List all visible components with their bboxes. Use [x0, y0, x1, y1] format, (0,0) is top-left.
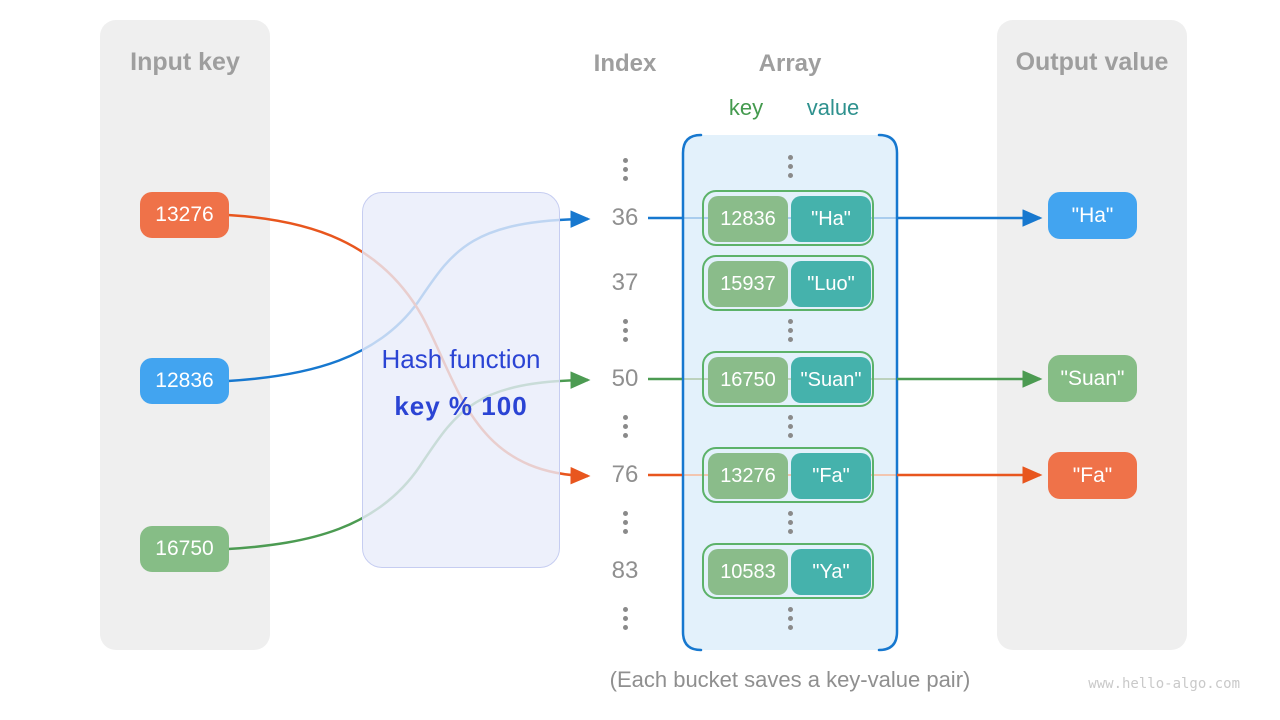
bucket-value: "Luo" [791, 261, 871, 307]
index-column-title: Index [593, 50, 657, 77]
bucket-36: 12836 "Ha" [702, 190, 874, 246]
input-key-badge-13276: 13276 [140, 192, 229, 238]
bucket-37: 15937 "Luo" [702, 255, 874, 311]
index-label-36: 36 [611, 204, 639, 231]
hash-function-formula: key % 100 [394, 391, 528, 421]
ellipsis-icon [600, 415, 650, 441]
key-column-header: key [728, 95, 764, 120]
output-panel-title: Output value [1015, 48, 1169, 76]
bucket-key: 16750 [708, 357, 788, 403]
output-value-panel [997, 20, 1187, 650]
bucket-76: 13276 "Fa" [702, 447, 874, 503]
bucket-50: 16750 "Suan" [702, 351, 874, 407]
index-label-83: 83 [611, 557, 639, 584]
value-column-header: value [806, 95, 860, 120]
ellipsis-icon [765, 415, 815, 441]
bucket-key: 15937 [708, 261, 788, 307]
index-label-50: 50 [611, 365, 639, 392]
ellipsis-icon [765, 511, 815, 537]
hash-function-label: Hash function [381, 344, 541, 374]
bucket-value: "Fa" [791, 453, 871, 499]
bucket-key: 12836 [708, 196, 788, 242]
array-container-right-border [877, 133, 899, 652]
input-panel-title: Input key [130, 48, 240, 76]
input-key-badge-12836: 12836 [140, 358, 229, 404]
bucket-key: 13276 [708, 453, 788, 499]
output-value-badge-ha: "Ha" [1048, 192, 1137, 239]
output-value-badge-fa: "Fa" [1048, 452, 1137, 499]
bucket-value: "Ha" [791, 196, 871, 242]
ellipsis-icon [600, 319, 650, 345]
ellipsis-icon [765, 155, 815, 181]
ellipsis-icon [600, 158, 650, 184]
output-value-badge-suan: "Suan" [1048, 355, 1137, 402]
bucket-key: 10583 [708, 549, 788, 595]
array-container-left-border [681, 133, 703, 652]
ellipsis-icon [765, 319, 815, 345]
input-key-badge-16750: 16750 [140, 526, 229, 572]
bucket-83: 10583 "Ya" [702, 543, 874, 599]
bucket-value: "Suan" [791, 357, 871, 403]
hash-function-box [362, 192, 560, 568]
website-watermark: www.hello-algo.com [1088, 676, 1240, 692]
index-label-76: 76 [611, 461, 639, 488]
index-label-37: 37 [611, 269, 639, 296]
array-column-title: Array [758, 50, 822, 77]
bucket-value: "Ya" [791, 549, 871, 595]
figure-caption: (Each bucket saves a key-value pair) [609, 667, 971, 692]
ellipsis-icon [765, 607, 815, 633]
ellipsis-icon [600, 607, 650, 633]
ellipsis-icon [600, 511, 650, 537]
